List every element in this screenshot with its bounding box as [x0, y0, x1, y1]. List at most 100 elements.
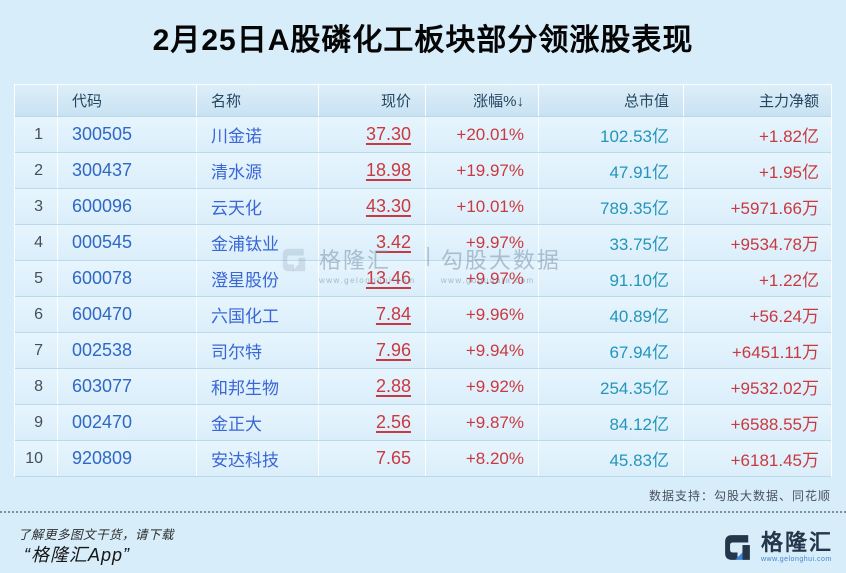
- header-cell-netflow: 主力净额: [758, 93, 819, 110]
- cell-mktcap: 40.89亿: [539, 297, 684, 332]
- logo-g-icon: [725, 535, 750, 560]
- cell-change: +19.97%: [426, 153, 539, 188]
- price-value: 13.46: [365, 268, 411, 288]
- cell-mktcap: 33.75亿: [539, 225, 684, 260]
- table-row: 1 300505 川金诺 37.30 +20.01% 102.53亿 +1.82…: [15, 117, 831, 153]
- cell-mktcap: 789.35亿: [539, 189, 684, 224]
- price-value: 2.56: [375, 412, 411, 432]
- price-value: 43.30: [365, 196, 411, 216]
- cell-change: +9.87%: [426, 405, 539, 440]
- cell-mktcap: 47.91亿: [539, 153, 684, 188]
- table-row: 6 600470 六国化工 7.84 +9.96% 40.89亿 +56.24万: [15, 297, 831, 333]
- cell-change: +9.96%: [426, 297, 539, 332]
- cell-name: 金浦钛业: [197, 225, 319, 260]
- cell-price: 37.30: [319, 117, 426, 152]
- logo-url: www.gelonghui.com: [760, 556, 832, 564]
- cell-price: 7.96: [319, 333, 426, 368]
- cell-name: 清水源: [197, 153, 319, 188]
- cell-rank: 3: [15, 189, 58, 224]
- cell-change: +10.01%: [426, 189, 539, 224]
- logo-text: 格隆汇: [760, 530, 833, 555]
- price-value: 18.98: [365, 160, 411, 180]
- cell-price: 3.42: [319, 225, 426, 260]
- dotted-divider: [0, 511, 846, 513]
- cell-change: +9.92%: [426, 369, 539, 404]
- cell-mktcap: 91.10亿: [539, 261, 684, 296]
- table-body: 1 300505 川金诺 37.30 +20.01% 102.53亿 +1.82…: [15, 117, 831, 477]
- cell-change: +20.01%: [426, 117, 539, 152]
- cell-mktcap: 67.94亿: [539, 333, 684, 368]
- header-cell-price: 现价: [319, 85, 426, 116]
- cell-code: 002538: [58, 333, 197, 368]
- cell-code: 600470: [58, 297, 197, 332]
- cell-price: 18.98: [319, 153, 426, 188]
- price-value: 7.65: [375, 448, 411, 468]
- price-value: 3.42: [375, 232, 411, 252]
- cell-change: +8.20%: [426, 441, 539, 476]
- table-row: 5 600078 澄星股份 13.46 +9.97% 91.10亿 +1.22亿: [15, 261, 831, 297]
- cell-code: 300505: [58, 117, 197, 152]
- table-header-row: 代码 名称 现价 涨幅%↓ 总市值 主力净额: [15, 85, 831, 117]
- cell-name: 安达科技: [197, 441, 319, 476]
- cell-price: 7.65: [319, 441, 426, 476]
- cell-code: 300437: [58, 153, 197, 188]
- promo-text: 了解更多图文干货，请下载: [18, 528, 175, 542]
- cell-netflow: +1.82亿: [758, 127, 819, 146]
- cell-mktcap: 102.53亿: [539, 117, 684, 152]
- cell-price: 2.88: [319, 369, 426, 404]
- cell-change: +9.94%: [426, 333, 539, 368]
- cell-rank: 1: [15, 117, 58, 152]
- table-row: 8 603077 和邦生物 2.88 +9.92% 254.35亿 +9532.…: [15, 369, 831, 405]
- table-row: 4 000545 金浦钛业 3.42 +9.97% 33.75亿 +9534.7…: [15, 225, 831, 261]
- cell-code: 600096: [58, 189, 197, 224]
- cell-name: 川金诺: [197, 117, 319, 152]
- cell-change: +9.97%: [426, 261, 539, 296]
- table-row: 10 920809 安达科技 7.65 +8.20% 45.83亿 +6181.…: [15, 441, 831, 477]
- header-cell-code: 代码: [58, 85, 197, 116]
- cell-rank: 8: [15, 369, 58, 404]
- price-value: 37.30: [365, 124, 411, 144]
- cell-name: 和邦生物: [197, 369, 319, 404]
- cell-name: 司尔特: [197, 333, 319, 368]
- stocks-table: 代码 名称 现价 涨幅%↓ 总市值 主力净额 1 300505 川金诺 37.3…: [14, 84, 832, 477]
- cell-price: 13.46: [319, 261, 426, 296]
- header-cell-mktcap: 总市值: [539, 85, 684, 116]
- cell-netflow: +9534.78万: [730, 235, 819, 254]
- cell-name: 金正大: [197, 405, 319, 440]
- page-title: 2月25日A股磷化工板块部分领涨股表现: [152, 24, 694, 57]
- cell-mktcap: 254.35亿: [539, 369, 684, 404]
- cell-netflow: +6181.45万: [730, 451, 819, 470]
- cell-netflow: +6451.11万: [731, 343, 819, 362]
- cell-netflow: +6588.55万: [730, 415, 819, 434]
- cell-name: 云天化: [197, 189, 319, 224]
- gelonghui-logo: 格隆汇 www.gelonghui.com: [721, 530, 833, 564]
- header-cell-change-sort: 涨幅%↓: [426, 85, 539, 116]
- cell-rank: 7: [15, 333, 58, 368]
- cell-netflow: +9532.02万: [730, 379, 819, 398]
- app-name: “格隆汇App”: [24, 545, 131, 565]
- data-source-note: 数据支持：勾股大数据、同花顺: [648, 489, 831, 503]
- cell-price: 2.56: [319, 405, 426, 440]
- cell-price: 43.30: [319, 189, 426, 224]
- cell-netflow: +1.22亿: [758, 271, 819, 290]
- table-row: 2 300437 清水源 18.98 +19.97% 47.91亿 +1.95亿: [15, 153, 831, 189]
- price-value: 7.96: [375, 340, 411, 360]
- cell-netflow: +5971.66万: [730, 199, 819, 218]
- cell-price: 7.84: [319, 297, 426, 332]
- cell-rank: 4: [15, 225, 58, 260]
- cell-rank: 10: [15, 441, 58, 476]
- cell-netflow: +1.95亿: [758, 163, 819, 182]
- cell-rank: 6: [15, 297, 58, 332]
- cell-netflow: +56.24万: [749, 307, 819, 326]
- cell-name: 六国化工: [197, 297, 319, 332]
- price-value: 2.88: [375, 376, 411, 396]
- cell-code: 603077: [58, 369, 197, 404]
- price-value: 7.84: [375, 304, 411, 324]
- header-cell-name: 名称: [197, 85, 319, 116]
- table-row: 9 002470 金正大 2.56 +9.87% 84.12亿 +6588.55…: [15, 405, 831, 441]
- cell-mktcap: 45.83亿: [539, 441, 684, 476]
- cell-code: 920809: [58, 441, 197, 476]
- cell-rank: 5: [15, 261, 58, 296]
- table-row: 7 002538 司尔特 7.96 +9.94% 67.94亿 +6451.11…: [15, 333, 831, 369]
- cell-name: 澄星股份: [197, 261, 319, 296]
